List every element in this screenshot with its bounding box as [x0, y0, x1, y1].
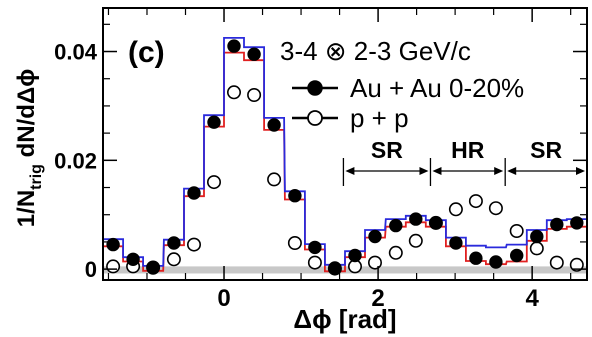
region-label: SR [371, 137, 403, 163]
auau-point [106, 237, 120, 252]
x-axis-label: Δϕ [rad] [293, 304, 396, 334]
pp-point [247, 88, 262, 103]
auau-point [167, 236, 181, 250]
auau-point [247, 47, 261, 61]
auau-point [207, 115, 221, 129]
pp-point [367, 255, 382, 270]
pp-point [287, 236, 302, 251]
y-tick-label: 0.04 [54, 40, 98, 65]
pp-point [448, 202, 463, 217]
x-tick-label: 4 [525, 285, 539, 312]
auau-point [389, 218, 403, 233]
auau-point [146, 261, 160, 275]
legend-label-auau: Au + Au 0-20% [350, 73, 524, 103]
y-tick-label: 0 [85, 257, 97, 282]
auau-point [126, 252, 140, 266]
x-tick-label: 0 [217, 285, 230, 312]
auau-point [267, 118, 281, 132]
auau-point [187, 186, 201, 200]
pp-point [227, 85, 242, 100]
auau-point [308, 240, 322, 255]
pp-point [166, 252, 181, 267]
auau-point [368, 229, 382, 244]
auau-point [409, 212, 423, 226]
auau-point [288, 189, 302, 203]
region-arrowhead [576, 167, 585, 175]
legend-marker-pp [307, 110, 323, 126]
auau-point [489, 255, 503, 269]
y-tick-label: 0.02 [54, 148, 97, 173]
region-label: SR [530, 137, 562, 163]
legend: Au + Au 0-20% p + p [292, 73, 524, 133]
y-axis-label: 1/Ntrig dN/dΔϕ [13, 69, 45, 227]
pp-point [488, 201, 503, 216]
y-axis-label-tail: dN/dΔϕ [13, 69, 40, 164]
region-label: HR [451, 137, 485, 163]
auau-point [550, 217, 564, 232]
pp-point [529, 241, 544, 256]
legend-marker-auau [307, 80, 323, 96]
pp-point [468, 194, 483, 209]
pp-point [549, 255, 564, 270]
auau-point [348, 248, 362, 263]
auau-point [469, 251, 483, 265]
systematic-upper-edge [103, 37, 587, 267]
pp-point [267, 172, 282, 187]
pp-point [408, 233, 423, 248]
legend-label-pp: p + p [350, 103, 409, 133]
pp-point [187, 237, 202, 252]
auau-point [227, 39, 241, 53]
pp-point [207, 175, 222, 190]
pp-point [106, 259, 121, 274]
region-arrowhead [432, 167, 442, 175]
pp-point [569, 257, 584, 272]
auau-point [429, 216, 443, 230]
plot-frame [102, 7, 588, 281]
pp-point [307, 255, 322, 270]
auau-point [570, 216, 584, 230]
auau-point [449, 236, 463, 250]
chart-title: 3-4 ⊗ 2-3 GeV/c [280, 36, 471, 66]
auau-point [510, 248, 524, 263]
y-axis-label-main: 1/N [13, 190, 40, 227]
region-arrowhead [419, 167, 429, 175]
y-axis-label-sub: trig [28, 164, 45, 190]
pp-point [388, 245, 403, 260]
x-tick-label: 2 [371, 285, 384, 312]
region-arrowhead [345, 167, 355, 175]
auau-point [530, 229, 544, 244]
pp-point [509, 224, 524, 239]
auau-point [328, 261, 342, 275]
region-arrowhead [494, 167, 504, 175]
panel-label: (c) [128, 36, 165, 69]
region-arrowhead [507, 167, 517, 175]
